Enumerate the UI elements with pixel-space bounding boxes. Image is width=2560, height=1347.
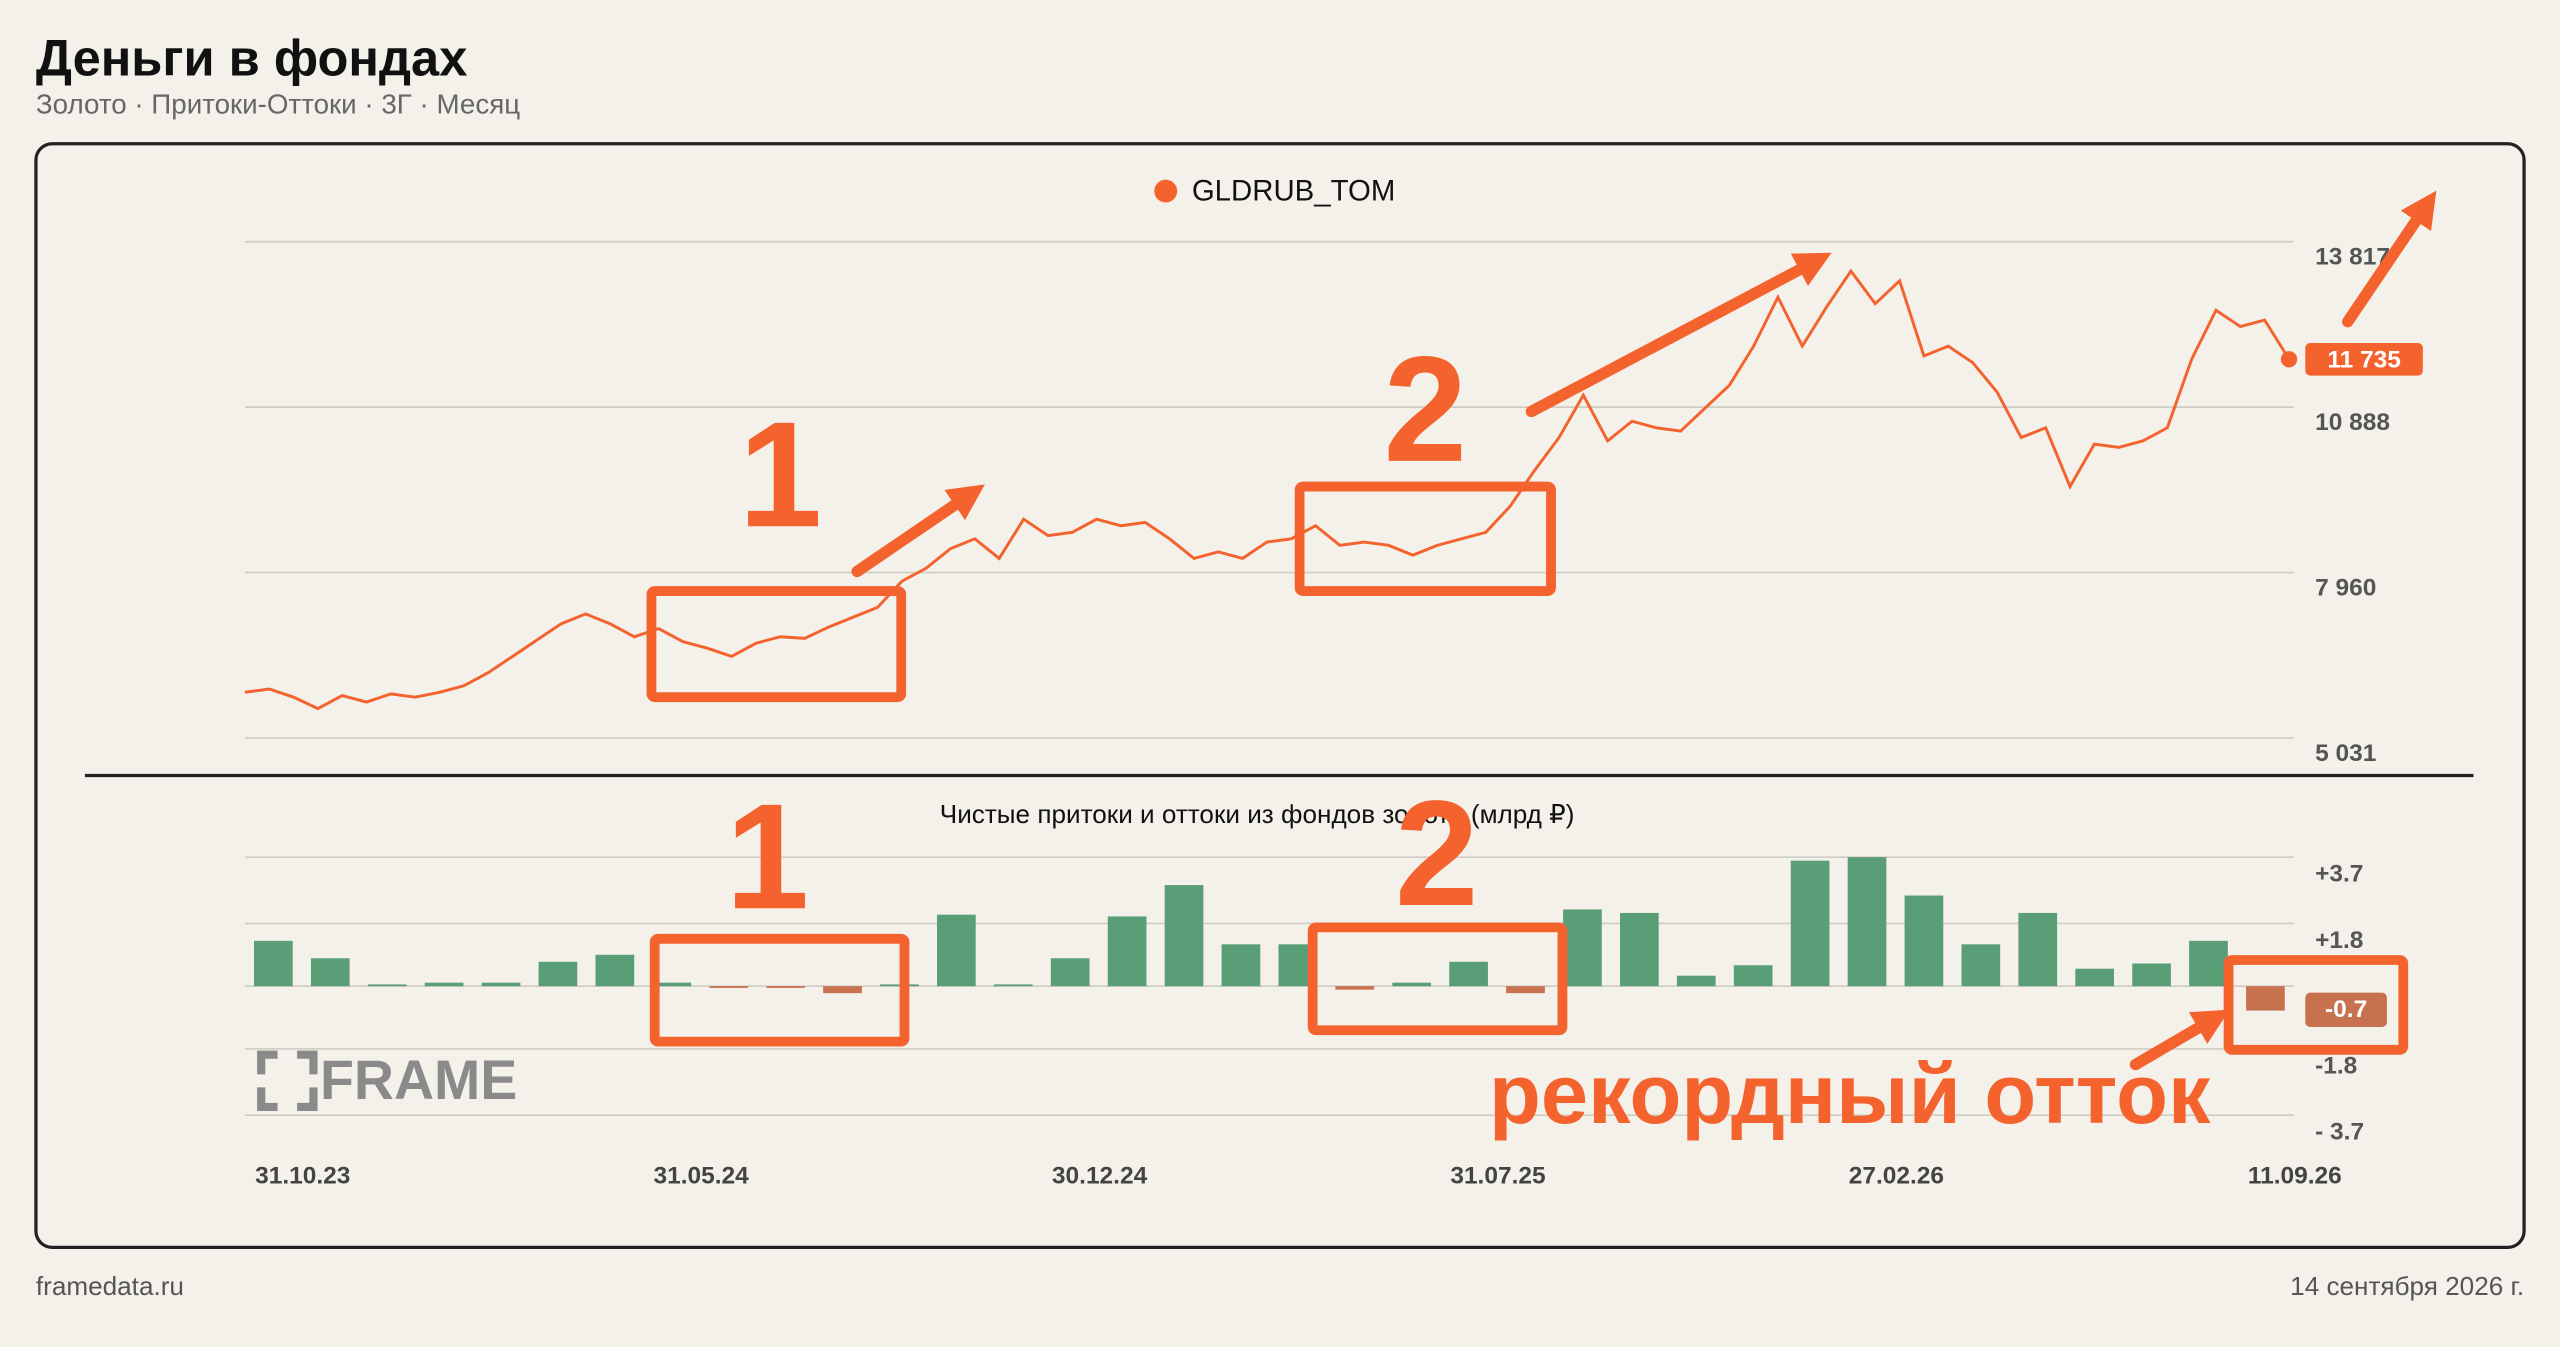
- bar: [1107, 916, 1147, 987]
- end-label: 11 735: [2327, 346, 2401, 373]
- x-tick-label: 30.12.24: [1052, 1163, 1148, 1190]
- bar: [538, 961, 578, 987]
- bar: [254, 940, 293, 987]
- y-tick-label: 5 031: [2315, 740, 2376, 767]
- page-title: Деньги в фондах: [36, 29, 467, 86]
- bar: [1904, 895, 1944, 987]
- bar: [1790, 860, 1830, 987]
- annotation-number: 2: [1395, 769, 1479, 937]
- bar: [424, 982, 464, 987]
- data-line: [244, 268, 2291, 711]
- bar: [652, 982, 692, 987]
- bar: [1221, 944, 1261, 987]
- bar: [1733, 965, 1773, 987]
- bar: [993, 984, 1033, 987]
- plot: 5 031 7 960 10 888 13 817 11 735 GLDRUB_TOM +3…: [244, 174, 2423, 1190]
- bar: [2132, 963, 2171, 987]
- footer-source: framedata.ru: [36, 1271, 184, 1301]
- bar: [481, 982, 521, 987]
- annotation-number: 1: [726, 772, 810, 940]
- logo: FRAME: [257, 1049, 517, 1112]
- legend-swatch: [1154, 179, 1178, 203]
- y-tick-label: +1.8: [2315, 927, 2363, 954]
- legend: GLDRUB_TOM: [1154, 174, 1395, 207]
- arrow: [2129, 1009, 2230, 1071]
- bar: [1847, 857, 1887, 987]
- bar: [2075, 968, 2115, 987]
- page-subtitle: Золото · Притоки-Оттоки · 3Г · Месяц: [36, 88, 520, 119]
- y-tick-label: - 3.7: [2315, 1119, 2364, 1146]
- y-tick-label: 7 960: [2315, 574, 2376, 601]
- bar: [1392, 982, 1432, 987]
- highlight-box: [1307, 922, 1568, 1036]
- bar: [2189, 940, 2228, 987]
- x-tick-label: 31.07.25: [1450, 1163, 1545, 1190]
- logo-text: FRAME: [320, 1049, 517, 1111]
- bar-title: Чистые притоки и оттоки из фондов золота…: [940, 799, 1575, 829]
- logo-icon: [257, 1050, 318, 1112]
- bar: [2246, 986, 2285, 1011]
- bar: [1050, 958, 1090, 987]
- x-tick-label: 11.09.26: [2248, 1163, 2342, 1190]
- x-tick-label: 27.02.26: [1849, 1163, 1944, 1190]
- bar: [823, 986, 862, 994]
- bar: [1449, 961, 1488, 987]
- y-tick-label: 10 888: [2315, 409, 2390, 436]
- highlight-box: [646, 586, 907, 703]
- y-tick-label: +3.7: [2315, 861, 2363, 888]
- y-tick-label: -1.8: [2315, 1052, 2357, 1079]
- bar: [1961, 944, 2001, 987]
- bar: [2018, 912, 2058, 987]
- legend-label: GLDRUB_TOM: [1192, 174, 1395, 207]
- highlight-box: [649, 933, 910, 1047]
- annotation-number: 1: [739, 390, 823, 558]
- bar: [1164, 885, 1204, 987]
- end-point: [2280, 351, 2298, 368]
- y-tick-label: 13 817: [2315, 243, 2390, 270]
- bar: [1619, 912, 1659, 987]
- chart-frame: [34, 142, 2526, 1250]
- bar: [1506, 986, 1545, 994]
- footer-date: 14 сентября 2026 г.: [2290, 1271, 2524, 1301]
- highlight-box: [2223, 955, 2409, 1055]
- bar: [766, 986, 805, 988]
- bar: [880, 984, 919, 987]
- bar: [709, 986, 749, 988]
- annotations: 1 2 1 2 рекордный отток: [646, 190, 2437, 1141]
- x-tick-label: 31.10.23: [255, 1163, 350, 1190]
- bar: [367, 984, 407, 987]
- bar: [310, 958, 350, 987]
- annotation-number: 2: [1384, 325, 1468, 493]
- end-label-box: [2305, 342, 2423, 376]
- bar: [1335, 986, 1375, 990]
- annotation-note: рекордный отток: [1489, 1046, 2211, 1141]
- bar: [595, 954, 635, 987]
- bar: [1676, 975, 1716, 987]
- value-label-box: [2305, 992, 2387, 1027]
- arrow: [1525, 252, 1832, 418]
- arrow: [2342, 190, 2437, 328]
- bar: [1563, 909, 1602, 987]
- value-label: -0.7: [2325, 996, 2367, 1023]
- x-tick-label: 31.05.24: [654, 1163, 750, 1190]
- bar: [936, 914, 976, 987]
- arrow: [851, 484, 985, 578]
- highlight-box: [1294, 481, 1556, 596]
